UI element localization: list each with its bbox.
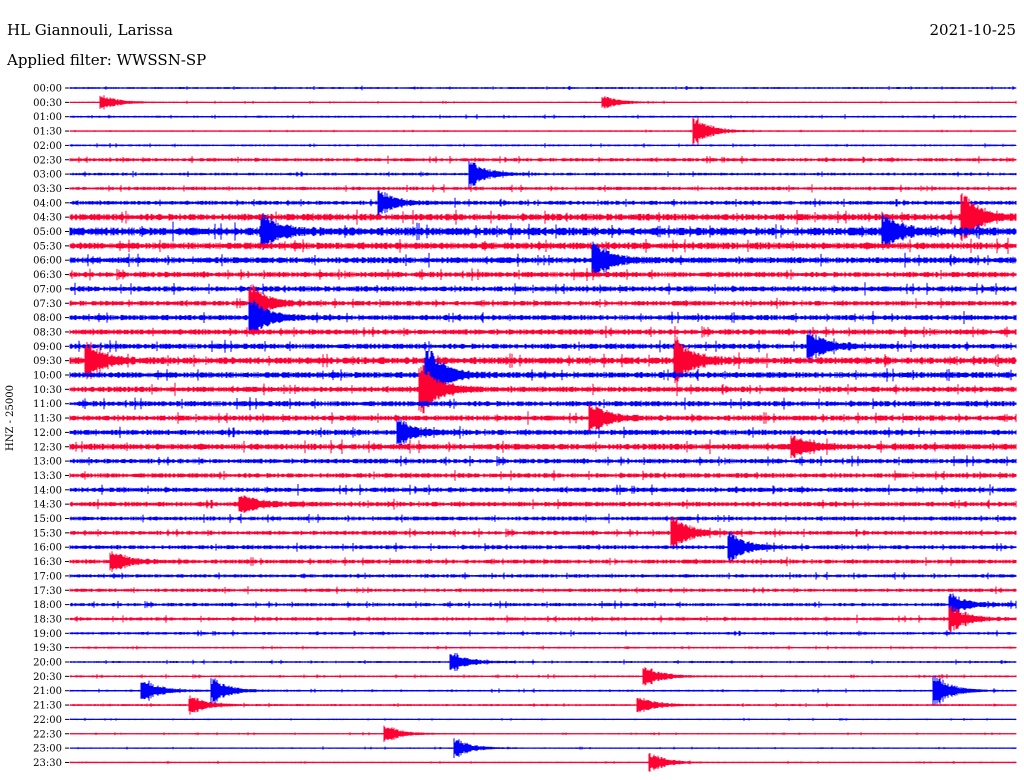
time-tick-label: 15:00 [33, 514, 62, 525]
time-tick-label: 20:00 [33, 658, 62, 669]
time-tick-label: 21:30 [33, 701, 62, 712]
time-tick-label: 01:30 [33, 127, 62, 138]
time-tick-label: 11:30 [33, 414, 62, 425]
time-tick-label: 14:00 [33, 485, 62, 496]
time-tick-label: 06:30 [33, 270, 62, 281]
time-tick-label: 08:00 [33, 313, 62, 324]
time-tick-label: 16:00 [33, 543, 62, 554]
time-tick-label: 23:00 [33, 744, 62, 755]
time-tick-label: 17:00 [33, 571, 62, 582]
time-tick-label: 18:00 [33, 600, 62, 611]
time-tick-label: 04:00 [33, 198, 62, 209]
time-tick-label: 08:30 [33, 327, 62, 338]
date-label: 2021-10-25 [929, 21, 1016, 39]
time-tick-label: 00:00 [33, 84, 62, 95]
time-tick-label: 23:30 [33, 758, 62, 769]
time-tick-label: 10:30 [33, 385, 62, 396]
time-tick-label: 19:00 [33, 629, 62, 640]
time-tick-label: 09:00 [33, 342, 62, 353]
time-tick-label: 13:30 [33, 471, 62, 482]
time-tick-label: 06:00 [33, 256, 62, 267]
time-tick-label: 03:30 [33, 184, 62, 195]
filter-label: Applied filter: WWSSN-SP [7, 51, 207, 69]
time-tick-label: 02:30 [33, 155, 62, 166]
time-tick-label: 21:00 [33, 686, 62, 697]
time-tick-label: 07:30 [33, 299, 62, 310]
time-tick-label: 04:30 [33, 213, 62, 224]
time-tick-label: 10:00 [33, 371, 62, 382]
time-tick-label: 11:00 [33, 399, 62, 410]
time-tick-label: 17:30 [33, 586, 62, 597]
station-title: HL Giannouli, Larissa [7, 21, 173, 39]
time-tick-label: 07:00 [33, 284, 62, 295]
time-tick-label: 19:30 [33, 643, 62, 654]
time-tick-label: 16:30 [33, 557, 62, 568]
time-tick-label: 02:00 [33, 141, 62, 152]
time-tick-label: 22:30 [33, 729, 62, 740]
time-tick-label: 20:30 [33, 672, 62, 683]
time-tick-label: 13:00 [33, 457, 62, 468]
time-tick-label: 05:30 [33, 241, 62, 252]
time-tick-label: 18:30 [33, 614, 62, 625]
time-tick-label: 03:00 [33, 170, 62, 181]
time-tick-label: 22:00 [33, 715, 62, 726]
time-tick-label: 05:00 [33, 227, 62, 238]
time-tick-label: 09:30 [33, 356, 62, 367]
time-tick-label: 00:30 [33, 98, 62, 109]
time-tick-label: 01:00 [33, 112, 62, 123]
time-tick-label: 12:00 [33, 428, 62, 439]
time-tick-label: 15:30 [33, 528, 62, 539]
time-tick-label: 14:30 [33, 500, 62, 511]
time-tick-label: 12:30 [33, 442, 62, 453]
